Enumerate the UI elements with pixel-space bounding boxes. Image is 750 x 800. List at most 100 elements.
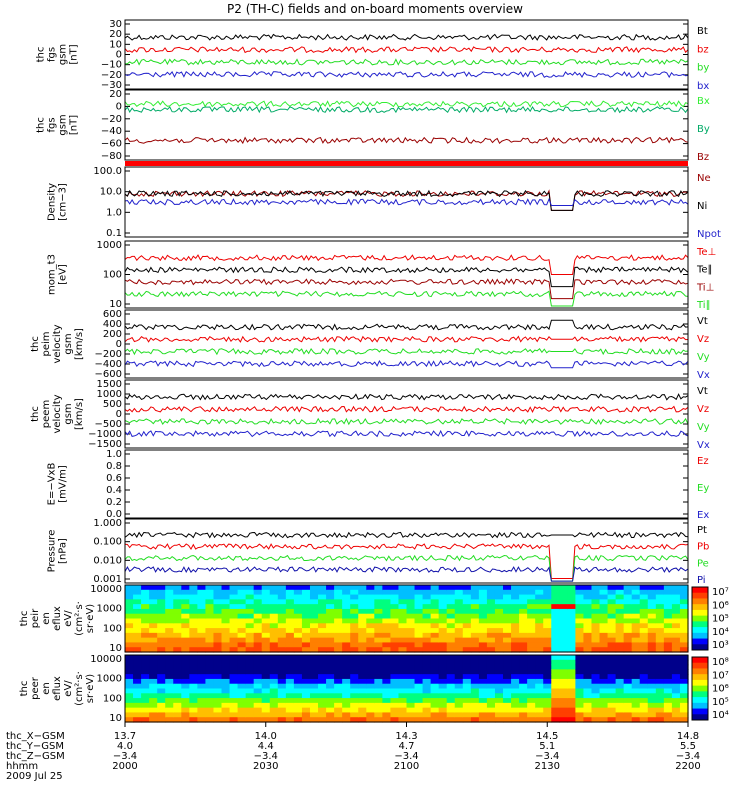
spectrogram-cell [631,632,641,639]
legend-entry: Pi [697,575,706,586]
spectrogram-cell [462,618,472,624]
y-tick-label: 10 [109,643,122,654]
spectrogram-cell [358,632,367,639]
spectrogram-cell [623,594,633,600]
spectrogram-cell [301,688,311,694]
plot-title: P2 (TH-C) fields and on-board moments ov… [227,2,523,16]
spectrogram-cell [293,707,303,714]
spectrogram-cell [269,674,279,680]
spectrogram-cell [615,613,625,620]
spectrogram-cell [543,717,552,723]
spectrogram-cell [398,688,408,694]
spectrogram-cell [189,688,198,694]
spectrogram-cell [285,618,295,624]
spectrogram-cell [591,678,601,685]
spectrogram-cell [205,659,215,666]
panel-frame [124,449,689,519]
spectrogram-cell [446,618,456,624]
spectrogram-cell [181,632,190,639]
spectrogram-cell [197,712,207,718]
spectrogram-cell [583,589,593,596]
spectrogram-cell [326,613,335,620]
spectrogram-cell [639,707,649,714]
spectrogram-cell [655,655,665,661]
series-line [124,100,689,108]
spectrogram-cell [519,613,528,620]
spectrogram-cell [655,678,665,685]
spectrogram-cell [438,707,448,714]
panel-ylabel: thc [36,117,47,133]
spectrogram-cell [671,698,681,704]
spectrogram-cell [173,717,182,723]
spectrogram-cell [430,642,440,648]
spectrogram-cell [133,647,142,653]
spectrogram-cell [559,647,568,653]
spectrogram-cell [663,618,673,624]
spectrogram-cell [181,659,190,666]
spectrogram-cell [358,688,367,694]
spectrogram-cell [237,707,247,714]
spectrogram-cell [149,702,158,709]
spectrogram-cell [309,702,319,709]
spectrogram-cell [277,717,287,723]
spectrogram-cell [125,589,134,596]
spectrogram-cell [503,659,512,666]
spectrogram-cell [511,717,520,723]
spectrogram-cell [237,647,247,653]
x-tick-value: 2000 [112,761,137,772]
spectrogram-cell [486,594,496,600]
spectrogram-cell [430,599,440,605]
panel-ylabel: Pressure [47,530,58,573]
spectrogram-cell [430,585,440,591]
spectrogram-cell [494,655,504,661]
spectrogram-cell [157,618,166,624]
spectrogram-cell [229,618,239,624]
spectrogram-cell [221,585,231,591]
spectrogram-cell [486,632,496,639]
spectrogram-cell [382,659,392,666]
spectrogram-cell [639,674,649,680]
spectrogram-cell [390,678,400,685]
spectrogram-cell [318,608,327,615]
spectrogram-cell [671,604,681,610]
spectrogram-cell [414,664,424,670]
spectrogram-cell [591,674,601,680]
spectrogram-cell [342,669,351,675]
panel-5: thc peim velocity gsm [km/s]6004002000−200−4… [30,309,710,381]
spectrogram-cell [438,599,448,605]
spectrogram-cell [462,632,472,639]
spectrogram-cell [237,702,247,709]
spectrogram-cell [149,655,158,661]
spectrogram-cell [318,604,327,610]
spectrogram-cell [221,669,231,675]
spectrogram-cell [599,698,609,704]
spectrogram-cell [519,683,528,690]
spectrogram-cell [559,717,568,723]
spectrogram-cell [181,613,190,620]
spectrogram-cell [366,683,375,690]
spectrogram-cell [253,698,263,704]
spectrogram-cell [157,674,166,680]
y-tick-label: −20 [101,70,122,81]
spectrogram-cell [342,707,351,714]
spectrogram-cell [462,698,472,704]
spectrogram-cell [679,589,689,596]
spectrogram-cell [390,637,400,644]
spectrogram-cell [157,647,166,653]
spectrogram-cell [350,647,359,653]
spectrogram-cell [663,608,673,615]
spectrogram-cell [607,688,617,694]
spectrogram-cell [149,678,158,685]
spectrogram-cell [342,642,351,648]
spectrogram-cell [261,664,271,670]
spectrogram-cell [205,664,215,670]
panel-ylabel: [nPa] [58,538,69,564]
spectrogram-cell [181,669,190,675]
spectrogram-cell [125,688,134,694]
spectrogram-cell [133,608,142,615]
colorbar-segment [692,598,708,605]
spectrogram-cell [334,623,343,629]
spectrogram-cell [237,678,247,685]
spectrogram-cell [165,613,174,620]
spectrogram-cell [591,642,601,648]
